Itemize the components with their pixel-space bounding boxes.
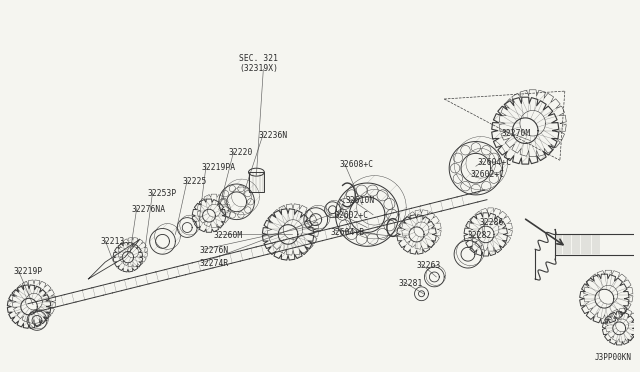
Text: 32270M: 32270M	[502, 129, 531, 138]
Text: 32219PA: 32219PA	[201, 163, 235, 172]
Text: 32602+C: 32602+C	[471, 170, 505, 179]
Text: 32602+C: 32602+C	[335, 211, 369, 220]
Text: 32225: 32225	[182, 177, 207, 186]
Text: 32263: 32263	[417, 261, 441, 270]
Text: 32276NA: 32276NA	[132, 205, 166, 214]
Text: 32236N: 32236N	[259, 131, 287, 140]
Text: 32220: 32220	[228, 148, 253, 157]
Text: 32608+C: 32608+C	[339, 160, 374, 169]
Text: J3PP00KN: J3PP00KN	[595, 353, 632, 362]
Bar	[248, 172, 264, 192]
Text: 32604+B: 32604+B	[330, 228, 365, 237]
Text: 32213: 32213	[100, 237, 125, 246]
Text: 32274R: 32274R	[199, 259, 228, 268]
Text: SEC. 321
(32319X): SEC. 321 (32319X)	[239, 54, 278, 73]
Text: 32282: 32282	[468, 231, 492, 240]
Text: 32281: 32281	[399, 279, 423, 288]
Text: 32260M: 32260M	[214, 231, 243, 240]
Text: 32219P: 32219P	[13, 267, 42, 276]
Text: 32610N: 32610N	[346, 196, 374, 205]
Text: 32276N: 32276N	[199, 246, 228, 255]
Text: 32253P: 32253P	[148, 189, 177, 198]
Text: 32604+C: 32604+C	[478, 158, 512, 167]
Text: 32286: 32286	[480, 218, 504, 227]
